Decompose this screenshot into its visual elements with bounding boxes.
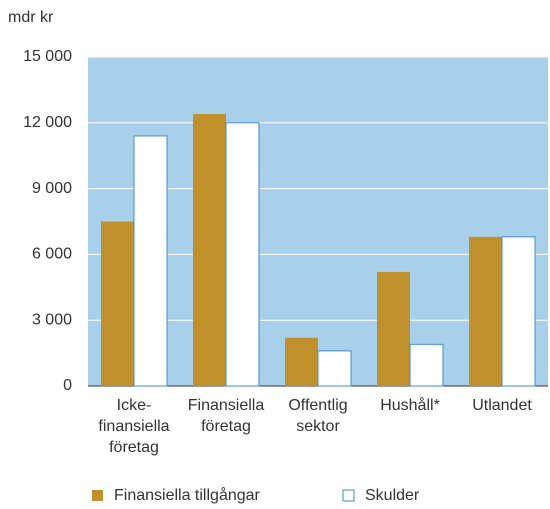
- bar: [193, 114, 226, 386]
- x-tick-label: Finansiella företag: [188, 397, 265, 435]
- bar: [469, 236, 502, 386]
- bar: [317, 350, 352, 387]
- y-axis-label: mdr kr: [8, 9, 54, 26]
- x-tick-label: Utlandet: [472, 397, 532, 414]
- y-tick-label: 3 000: [32, 311, 72, 328]
- x-tick-label: Icke-finansiella företag: [98, 397, 169, 456]
- legend-swatch: [342, 489, 355, 502]
- y-tick-label: 9 000: [32, 180, 72, 197]
- legend-swatch: [92, 490, 103, 501]
- bar: [225, 122, 260, 387]
- legend-label: Skulder: [365, 487, 420, 504]
- x-tick-label: Offentlig sektor: [288, 397, 347, 435]
- y-tick-label: 12 000: [23, 114, 72, 131]
- bar: [409, 343, 444, 387]
- bar: [133, 135, 168, 387]
- bar: [377, 271, 410, 386]
- bar: [101, 221, 134, 386]
- y-tick-label: 6 000: [32, 246, 72, 263]
- y-tick-label: 15 000: [23, 48, 72, 65]
- bar: [501, 236, 536, 387]
- legend-label: Finansiella tillgångar: [114, 486, 261, 504]
- y-tick-label: 0: [63, 377, 72, 394]
- bar: [285, 337, 318, 386]
- x-tick-label: Hushåll*: [380, 396, 440, 414]
